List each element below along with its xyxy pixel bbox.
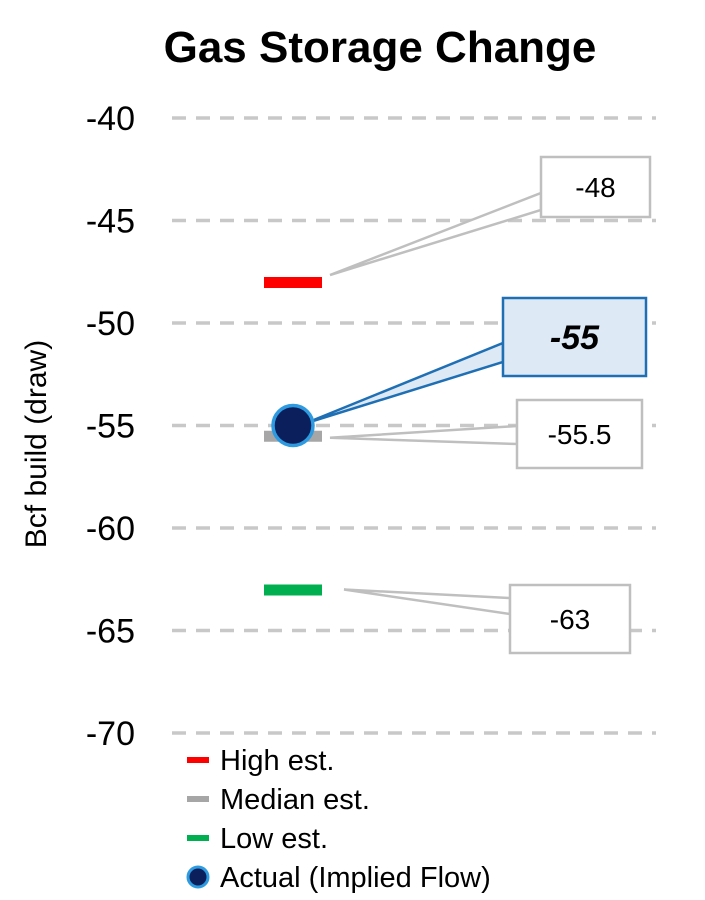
callout-label: -55.5 <box>548 419 612 450</box>
y-tick-label: -50 <box>86 305 135 343</box>
gridlines <box>172 116 656 735</box>
chart-title: Gas Storage Change <box>164 23 597 72</box>
y-axis-ticks: -40 -45 -50 -55 -60 -65 -70 <box>86 100 135 753</box>
legend-label: High est. <box>220 745 334 777</box>
callout-box <box>508 583 632 655</box>
callout-label: -48 <box>575 172 615 203</box>
legend: High est. Median est. Low est. Actual (Impl… <box>186 745 491 894</box>
marker-actual-implied-flow <box>271 403 315 448</box>
legend-label: Low est. <box>220 823 328 855</box>
callouts: -48 -55.5 -63 -55 <box>304 155 652 655</box>
data-marks <box>264 277 322 596</box>
callout-label: -63 <box>550 604 590 635</box>
y-tick-label: -55 <box>86 408 135 446</box>
y-tick-label: -60 <box>86 510 135 548</box>
callout-box <box>501 296 648 378</box>
callout-box <box>515 398 644 470</box>
legend-swatch-circle <box>186 865 210 889</box>
callout-box <box>539 155 652 219</box>
y-tick-label: -65 <box>86 613 135 651</box>
callout-leader <box>304 341 505 425</box>
legend-swatch-dash <box>187 796 209 802</box>
callout-leader <box>343 588 512 616</box>
callout-leader <box>329 191 543 277</box>
callout-leader <box>329 424 519 446</box>
legend-swatch-dash <box>187 835 209 841</box>
y-tick-label: -70 <box>86 715 135 753</box>
y-tick-label: -40 <box>86 100 135 138</box>
legend-label: Actual (Implied Flow) <box>220 862 491 894</box>
legend-label: Median est. <box>220 784 370 816</box>
y-axis-label: Bcf build (draw) <box>20 340 53 548</box>
callout-label: -55 <box>550 319 600 357</box>
legend-swatch-dash <box>187 757 209 763</box>
marker-low-est <box>264 584 322 596</box>
marker-high-est <box>264 277 322 288</box>
y-tick-label: -45 <box>86 203 135 241</box>
